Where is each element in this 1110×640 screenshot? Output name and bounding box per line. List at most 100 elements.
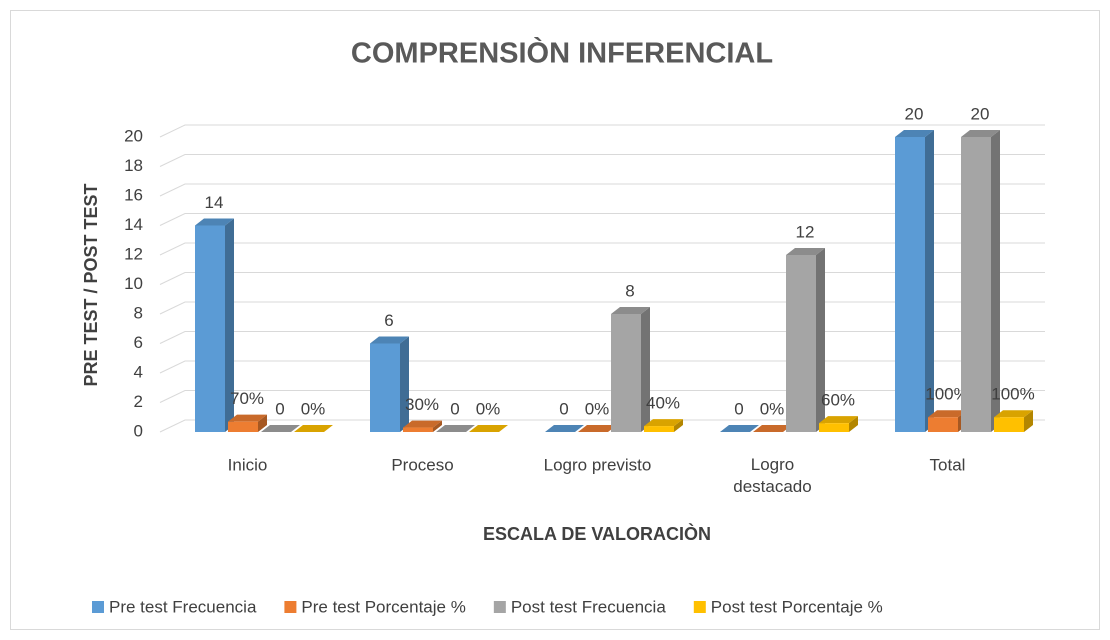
- y-tick-label: 16: [124, 185, 143, 204]
- bar-top: [819, 416, 858, 424]
- bar-top: [994, 410, 1033, 418]
- y-tick-label: 14: [124, 215, 143, 234]
- y-tick-label: 10: [124, 274, 143, 293]
- y-tick-label: 18: [124, 156, 143, 175]
- y-tick-label: 8: [134, 303, 143, 322]
- y-axis-label: PRE TEST / POST TEST: [81, 183, 101, 386]
- data-label: 0%: [585, 399, 610, 418]
- y-tick-label: 2: [134, 392, 143, 411]
- grid-line: [159, 124, 1045, 138]
- bar: [228, 414, 267, 432]
- legend-swatch: [284, 601, 297, 613]
- bar-top: [611, 307, 650, 314]
- bar-side: [674, 419, 683, 432]
- data-label: 30%: [405, 395, 439, 414]
- bar-top: [961, 130, 1000, 137]
- legend-label: Pre test Frecuencia: [109, 597, 257, 616]
- bar-top: [261, 425, 300, 432]
- data-label: 6: [384, 311, 393, 330]
- bar-front: [786, 255, 816, 432]
- x-tick-label: Inicio: [228, 455, 268, 474]
- grid-line: [159, 419, 1045, 433]
- data-label: 0: [450, 399, 459, 418]
- data-label: 0: [275, 399, 284, 418]
- data-label: 14: [205, 193, 224, 212]
- data-label: 20: [971, 104, 990, 123]
- bar-top: [720, 425, 759, 432]
- bar-side: [991, 130, 1000, 432]
- y-tick-label: 20: [124, 126, 143, 145]
- data-label: 0%: [301, 399, 326, 418]
- data-label: 60%: [821, 391, 855, 410]
- bar-side: [400, 336, 409, 432]
- bar-front: [195, 225, 225, 432]
- bar-top: [294, 425, 333, 432]
- bar-top: [786, 248, 825, 255]
- data-label: 8: [625, 281, 634, 300]
- bar: [436, 425, 475, 432]
- data-label: 100%: [925, 385, 968, 404]
- legend-label: Pre test Porcentaje %: [301, 597, 465, 616]
- bar-front: [895, 137, 925, 432]
- bar-front: [403, 427, 433, 432]
- bar: [753, 425, 792, 432]
- bar: [994, 410, 1033, 432]
- grid-line: [159, 183, 1045, 197]
- bar: [928, 410, 967, 432]
- bar-front: [961, 137, 991, 432]
- bar-side: [433, 420, 442, 432]
- data-label: 12: [796, 222, 815, 241]
- chart-title: COMPRENSIÒN INFERENCIAL: [351, 36, 773, 70]
- grid-line: [159, 272, 1045, 285]
- legend-swatch: [693, 601, 706, 613]
- y-tick-label: 12: [124, 244, 143, 263]
- bar: [469, 425, 508, 432]
- legend-swatch: [493, 601, 506, 613]
- bar-top: [403, 420, 442, 428]
- bar: [786, 248, 825, 432]
- data-label: 20: [905, 104, 924, 123]
- bar: [294, 425, 333, 432]
- bar-top: [195, 218, 234, 226]
- bar-top: [753, 425, 792, 432]
- grid-line: [159, 154, 1045, 167]
- grid-line: [159, 301, 1045, 315]
- bar: [545, 425, 584, 432]
- data-label: 0: [734, 399, 743, 418]
- bar-front: [928, 417, 958, 432]
- bar-front: [994, 417, 1024, 432]
- x-axis-label: ESCALA DE VALORACIÒN: [483, 523, 711, 544]
- bar-top: [436, 425, 475, 432]
- bar-front: [819, 423, 849, 432]
- grid-line: [159, 390, 1045, 403]
- grid-line: [159, 213, 1045, 226]
- bar: [578, 425, 617, 432]
- y-tick-label: 4: [134, 362, 143, 381]
- bar-top: [928, 410, 967, 418]
- bar-side: [1024, 410, 1033, 432]
- y-tick-label: 0: [134, 421, 143, 440]
- data-label: 0: [559, 399, 568, 418]
- bar-top: [578, 425, 617, 432]
- bar-top: [370, 336, 409, 344]
- bar: [403, 420, 442, 432]
- legend-label: Post test Frecuencia: [511, 597, 667, 616]
- bar-front: [644, 426, 674, 432]
- data-label: 100%: [991, 385, 1034, 404]
- data-label: 0%: [760, 399, 785, 418]
- y-tick-label: 6: [134, 333, 143, 352]
- bar: [195, 218, 234, 432]
- bar-front: [611, 314, 641, 432]
- bar-side: [641, 307, 650, 432]
- bar-top: [228, 414, 267, 422]
- bar-side: [258, 414, 267, 432]
- bar: [644, 419, 683, 432]
- bar: [261, 425, 300, 432]
- bar: [961, 130, 1000, 432]
- bar: [720, 425, 759, 432]
- bar-front: [370, 343, 400, 432]
- data-label: 70%: [230, 389, 264, 408]
- legend-label: Post test Porcentaje %: [711, 597, 883, 616]
- grid-line: [159, 360, 1045, 374]
